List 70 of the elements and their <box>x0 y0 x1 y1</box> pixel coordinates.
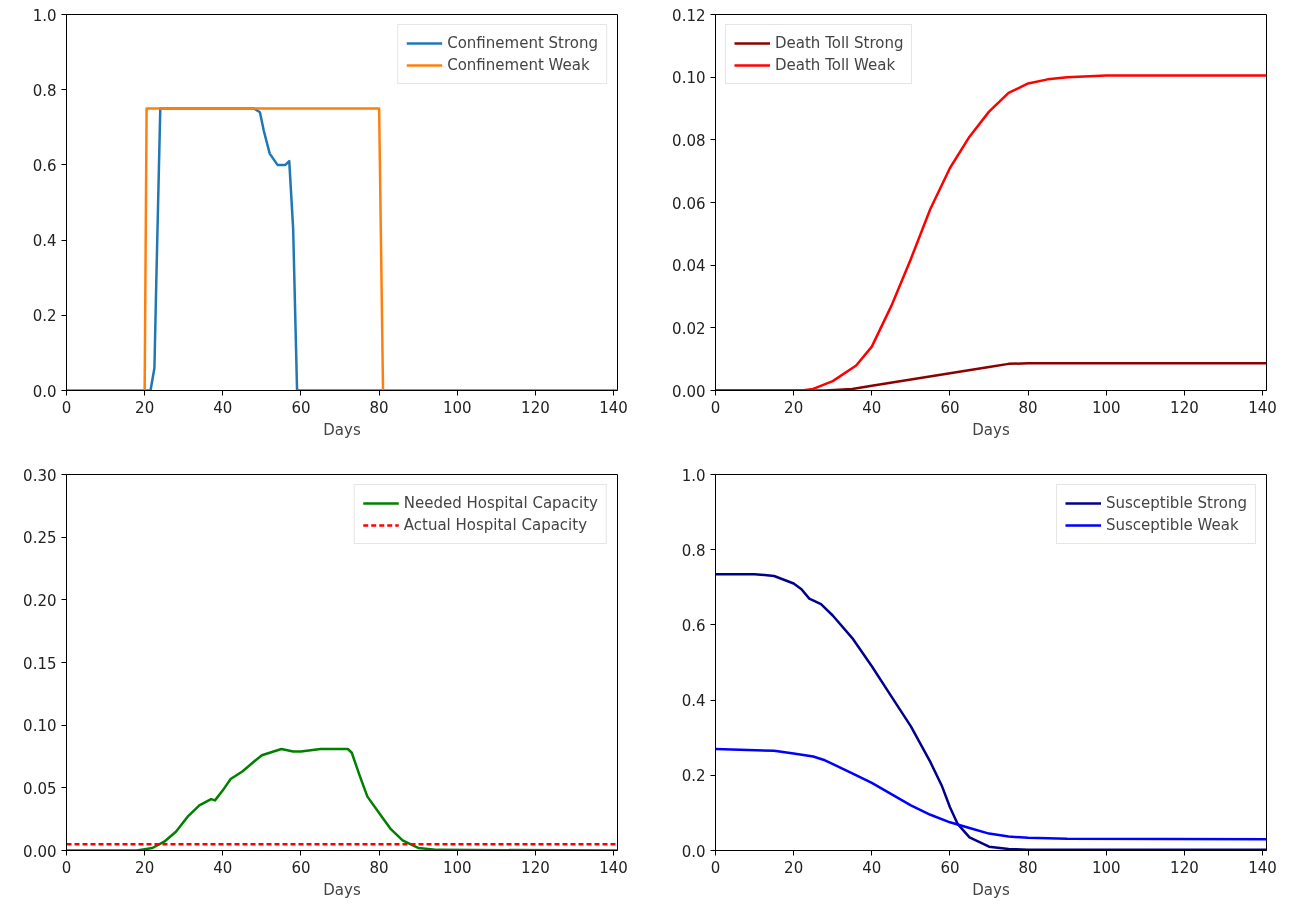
y-tick-label: 0.8 <box>681 541 706 560</box>
y-tick-label: 0.0 <box>681 842 706 861</box>
y-tick-label: 0.04 <box>672 257 706 276</box>
x-tick-label: 40 <box>213 398 233 417</box>
x-tick-label: 0 <box>61 858 72 877</box>
x-tick-label: 100 <box>442 858 472 877</box>
x-tick-label: 80 <box>369 858 389 877</box>
x-tick-label: 80 <box>1018 858 1038 877</box>
x-axis-title: Days <box>323 880 361 899</box>
y-tick-label: 0.4 <box>681 692 706 711</box>
y-tick-label: 0.12 <box>672 6 706 25</box>
y-tick-label: 0.6 <box>32 156 57 175</box>
x-tick-label: 100 <box>442 398 472 417</box>
y-tick-label: 0.02 <box>672 319 706 338</box>
y-tick-label: 0.15 <box>23 654 57 673</box>
x-tick-label: 120 <box>521 858 550 877</box>
x-tick-label: 60 <box>291 858 311 877</box>
x-tick-label: 0 <box>710 398 721 417</box>
y-tick-label: 0.05 <box>23 779 57 798</box>
x-tick-label: 0 <box>710 858 721 877</box>
y-tick-label: 0.06 <box>672 194 706 213</box>
x-tick-label: 140 <box>1248 858 1277 877</box>
x-tick-label: 140 <box>1248 398 1277 417</box>
legend-label: Death Toll Weak <box>775 56 896 74</box>
x-axis-title: Days <box>972 880 1010 899</box>
x-tick-label: 60 <box>940 398 960 417</box>
x-tick-label: 20 <box>135 858 155 877</box>
y-tick-label: 0.20 <box>23 591 57 610</box>
x-axis-title: Days <box>323 420 361 439</box>
x-tick-label: 0 <box>61 398 72 417</box>
y-tick-label: 0.10 <box>23 717 57 736</box>
legend-label: Death Toll Strong <box>775 34 904 52</box>
x-tick-label: 120 <box>1170 398 1199 417</box>
x-tick-label: 120 <box>1170 858 1199 877</box>
x-tick-label: 40 <box>213 858 233 877</box>
y-tick-label: 0.0 <box>32 382 57 401</box>
x-tick-label: 60 <box>940 858 960 877</box>
legend-label: Susceptible Weak <box>1105 516 1239 534</box>
x-tick-label: 60 <box>291 398 311 417</box>
x-tick-label: 80 <box>369 398 389 417</box>
y-tick-label: 0.10 <box>672 69 706 88</box>
y-tick-label: 0.6 <box>681 616 706 635</box>
legend-label: Susceptible Strong <box>1105 494 1247 512</box>
x-tick-label: 140 <box>599 858 628 877</box>
y-tick-label: 0.30 <box>23 466 57 485</box>
y-tick-label: 0.4 <box>32 232 57 251</box>
x-tick-label: 20 <box>784 398 804 417</box>
x-tick-label: 140 <box>599 398 628 417</box>
x-tick-label: 40 <box>862 858 882 877</box>
x-tick-label: 80 <box>1018 398 1038 417</box>
x-tick-label: 120 <box>521 398 550 417</box>
x-tick-label: 100 <box>1091 858 1121 877</box>
y-tick-label: 0.08 <box>672 131 706 150</box>
y-tick-label: 0.00 <box>672 382 706 401</box>
x-tick-label: 20 <box>135 398 155 417</box>
legend-label: Confinement Strong <box>447 34 598 52</box>
x-tick-label: 100 <box>1091 398 1121 417</box>
x-axis-title: Days <box>972 420 1010 439</box>
legend-label: Confinement Weak <box>447 56 590 74</box>
y-tick-label: 0.2 <box>32 307 57 326</box>
legend-label: Actual Hospital Capacity <box>403 516 588 534</box>
y-tick-label: 1.0 <box>32 6 57 25</box>
legend-label: Needed Hospital Capacity <box>403 494 598 512</box>
x-tick-label: 20 <box>784 858 804 877</box>
y-tick-label: 1.0 <box>681 466 706 485</box>
y-tick-label: 0.00 <box>23 842 57 861</box>
y-tick-label: 0.2 <box>681 767 706 786</box>
y-tick-label: 0.25 <box>23 529 57 548</box>
x-tick-label: 40 <box>862 398 882 417</box>
y-tick-label: 0.8 <box>32 81 57 100</box>
